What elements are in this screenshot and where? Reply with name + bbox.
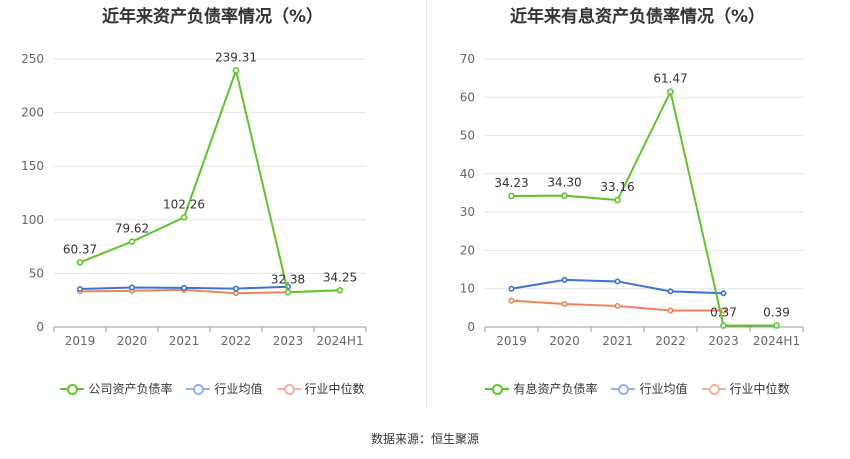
right-legend-label: 行业中位数 xyxy=(729,382,790,396)
right-x-tick-label: 2021 xyxy=(602,334,633,348)
left-chart-svg: 0 50 100 150 200 250 2019 2020 2021 2022 2023 2024H… xyxy=(21,50,367,348)
right-series-point-1[interactable] xyxy=(614,278,621,285)
right-series-point-1[interactable] xyxy=(667,288,674,295)
left-x-tick-label: 2021 xyxy=(169,334,200,348)
left-x-tick-label: 2022 xyxy=(221,334,252,348)
left-data-label: 102.26 xyxy=(163,197,205,211)
left-series-point-0[interactable] xyxy=(128,238,136,245)
left-data-label: 60.37 xyxy=(63,242,97,256)
left-legend-label: 公司资产负债率 xyxy=(88,382,173,396)
left-legend-label: 行业中位数 xyxy=(304,382,365,396)
right-x-tick-label: 2020 xyxy=(549,334,580,348)
right-y-tick-label: 30 xyxy=(460,205,475,219)
left-series-point-0[interactable] xyxy=(336,286,344,294)
left-series-point-0[interactable] xyxy=(284,288,292,296)
right-series-line-0 xyxy=(511,88,777,327)
right-series-point-2[interactable] xyxy=(508,297,515,304)
right-y-tick-label: 40 xyxy=(460,167,475,181)
right-data-label: 61.47 xyxy=(653,72,687,86)
right-x-tick-label: 2019 xyxy=(496,334,527,348)
right-chart-panel: 近年来有息资产负债率情况（%） 0 10 20 30 40 50 60 70 2019 2020 2… xyxy=(425,0,850,410)
right-x-tick-label: 2024H1 xyxy=(753,334,800,348)
left-legend-marker-icon xyxy=(60,383,85,395)
left-legend-marker-icon xyxy=(276,383,301,395)
left-data-label: 239.31 xyxy=(215,50,257,64)
right-y-tick-label: 60 xyxy=(460,90,475,104)
left-legend-item-1[interactable]: 行业均值 xyxy=(186,380,263,397)
right-legend-marker-icon xyxy=(485,383,510,395)
left-y-tick-label: 200 xyxy=(21,106,44,120)
right-y-tick-label: 70 xyxy=(460,52,475,66)
left-y-tick-label: 0 xyxy=(36,320,44,334)
left-legend-item-2[interactable]: 行业中位数 xyxy=(276,380,365,397)
right-data-label: 0.37 xyxy=(710,306,737,320)
left-series-point-1[interactable] xyxy=(233,285,240,292)
left-series-point-1[interactable] xyxy=(129,284,136,291)
right-data-label: 34.30 xyxy=(547,176,581,190)
right-series-point-2[interactable] xyxy=(561,301,568,308)
right-y-tick-label: 10 xyxy=(460,282,475,296)
right-legend-item-1[interactable]: 行业均值 xyxy=(611,380,688,397)
right-chart-legend: 有息资产负债率 行业均值 行业中位数 xyxy=(425,380,850,397)
right-y-tick-label: 50 xyxy=(460,129,475,143)
left-series-point-0[interactable] xyxy=(76,258,84,266)
left-series-point-0[interactable] xyxy=(180,214,188,221)
right-legend-label: 行业均值 xyxy=(639,382,688,396)
left-series-line-0 xyxy=(79,66,341,294)
right-chart-title: 近年来有息资产负债率情况（%） xyxy=(509,7,766,27)
right-series-point-2[interactable] xyxy=(720,307,727,314)
left-x-tick-label: 2020 xyxy=(117,334,148,348)
left-series-point-1[interactable] xyxy=(77,285,84,292)
right-series-point-0[interactable] xyxy=(614,196,621,204)
left-legend-label: 行业均值 xyxy=(214,382,263,396)
right-legend-item-0[interactable]: 有息资产负债率 xyxy=(485,380,597,397)
right-series-point-2[interactable] xyxy=(614,302,621,309)
right-series-point-1[interactable] xyxy=(561,276,568,283)
right-series-point-1[interactable] xyxy=(720,290,727,297)
data-source-note: 数据来源：恒生聚源 xyxy=(370,432,479,446)
right-y-tick-label: 0 xyxy=(467,320,475,334)
left-x-tick-label: 2019 xyxy=(65,334,96,348)
right-legend-label: 有息资产负债率 xyxy=(513,382,598,396)
left-series-point-1[interactable] xyxy=(181,284,188,291)
right-x-tick-label: 2023 xyxy=(708,334,739,348)
left-y-tick-label: 50 xyxy=(29,266,44,280)
left-data-label: 34.25 xyxy=(323,270,357,284)
right-chart-svg: 0 10 20 30 40 50 60 70 2019 2020 2021 2022 2023 2024H… xyxy=(460,52,804,348)
right-series-point-1[interactable] xyxy=(508,285,515,292)
right-y-tick-label: 20 xyxy=(460,243,475,257)
right-series-point-0[interactable] xyxy=(561,192,568,199)
left-y-tick-label: 100 xyxy=(21,213,44,227)
left-legend-marker-icon xyxy=(186,383,211,395)
panel-divider xyxy=(426,0,427,408)
left-y-tick-label: 250 xyxy=(21,52,44,66)
right-legend-item-2[interactable]: 行业中位数 xyxy=(701,380,790,397)
left-series-point-0[interactable] xyxy=(232,67,240,74)
right-legend-marker-icon xyxy=(611,383,636,395)
left-legend-item-0[interactable]: 公司资产负债率 xyxy=(60,380,172,397)
right-legend-marker-icon xyxy=(701,383,726,395)
right-data-label: 0.39 xyxy=(763,306,790,320)
left-series-point-2[interactable] xyxy=(233,290,240,297)
left-chart-title: 近年来资产负债率情况（%） xyxy=(101,7,324,27)
right-series-point-0[interactable] xyxy=(773,322,780,329)
left-y-tick-label: 150 xyxy=(21,159,44,173)
left-x-tick-label: 2023 xyxy=(273,334,304,348)
left-x-tick-label: 2024H1 xyxy=(316,334,363,348)
right-series-point-0[interactable] xyxy=(667,88,674,95)
right-data-label: 33.16 xyxy=(600,180,634,194)
left-data-label: 79.62 xyxy=(115,222,149,236)
left-chart-panel: 近年来资产负债率情况（%） 0 50 100 150 200 250 2019 2020 202… xyxy=(0,0,425,410)
right-series-point-0[interactable] xyxy=(720,322,727,329)
right-series-point-2[interactable] xyxy=(667,307,674,314)
right-data-label: 34.23 xyxy=(494,176,528,190)
right-x-tick-label: 2022 xyxy=(655,334,686,348)
right-series-point-0[interactable] xyxy=(508,192,515,200)
left-data-label: 32.38 xyxy=(271,272,305,286)
left-chart-legend: 公司资产负债率 行业均值 行业中位数 xyxy=(0,380,425,397)
